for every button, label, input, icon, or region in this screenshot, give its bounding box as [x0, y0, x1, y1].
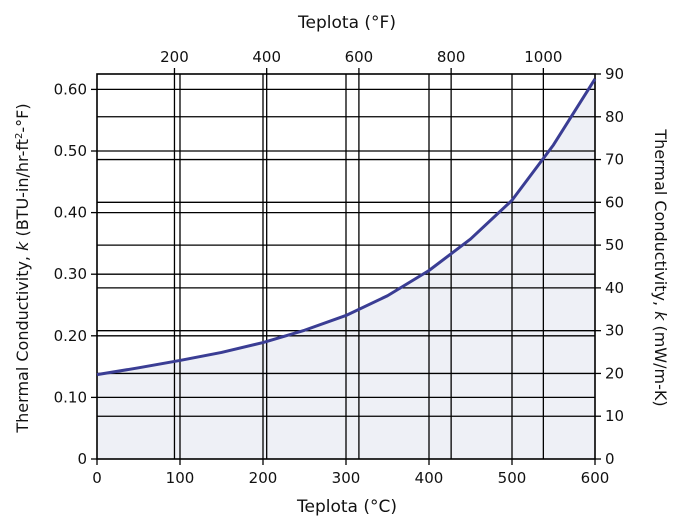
- tick-label-top: 400: [252, 48, 281, 66]
- tick-label-right: 20: [605, 364, 624, 382]
- tick-label-left: 0.50: [54, 142, 87, 160]
- series-line-thermal-conductivity: [96, 78, 597, 377]
- left-axis-title-units: (BTU-in/hr-ft: [13, 139, 32, 242]
- tick-label-bottom: 200: [249, 469, 278, 487]
- tick-label-bottom: 300: [332, 469, 361, 487]
- tick-label-left: 0.60: [54, 80, 87, 98]
- tick-label-left: 0.20: [54, 327, 87, 345]
- tick-label-left: 0.10: [54, 388, 87, 406]
- right-axis-title-prefix: Thermal Conductivity,: [651, 128, 670, 311]
- left-axis-title-prefix: Thermal Conductivity,: [13, 251, 32, 434]
- tick-label-bottom: 600: [581, 469, 610, 487]
- tick-label-right: 50: [605, 236, 624, 254]
- tick-label-right: 80: [605, 108, 624, 126]
- tick-label-right: 30: [605, 322, 624, 340]
- tick-label-right: 40: [605, 279, 624, 297]
- tick-label-left: 0.40: [54, 204, 87, 222]
- tick-label-right: 70: [605, 151, 624, 169]
- tick-label-bottom: 0: [92, 469, 102, 487]
- tick-label-right: 90: [605, 65, 624, 83]
- left-axis-title-symbol: k: [13, 241, 32, 251]
- top-grid-layer: [97, 74, 595, 459]
- tick-label-top: 600: [345, 48, 374, 66]
- top-axis-title: Teplota (°F): [297, 13, 396, 33]
- tick-label-top: 200: [160, 48, 189, 66]
- left-axis-title: Thermal Conductivity, k (BTU-in/hr-ft2-°…: [13, 103, 32, 433]
- right-axis-title: Thermal Conductivity, k (mW/m-K): [651, 128, 670, 406]
- tick-label-left: 0.30: [54, 265, 87, 283]
- tick-label-left: 0: [77, 450, 87, 468]
- tick-label-right: 10: [605, 407, 624, 425]
- left-axis-title-end: -°F): [13, 103, 32, 132]
- tick-label-right: 0: [605, 450, 615, 468]
- tick-label-bottom: 500: [498, 469, 527, 487]
- tick-label-bottom: 400: [415, 469, 444, 487]
- right-axis-title-symbol: k: [651, 311, 670, 321]
- left-axis-title-sup: 2: [14, 133, 25, 139]
- tick-label-right: 60: [605, 193, 624, 211]
- tick-label-bottom: 100: [166, 469, 195, 487]
- bottom-axis-title: Teplota (°C): [296, 497, 397, 517]
- right-axis-title-units: (mW/m-K): [651, 320, 670, 406]
- curve-area-fill: [97, 78, 595, 460]
- tick-label-top: 1000: [524, 48, 562, 66]
- tick-label-top: 800: [437, 48, 466, 66]
